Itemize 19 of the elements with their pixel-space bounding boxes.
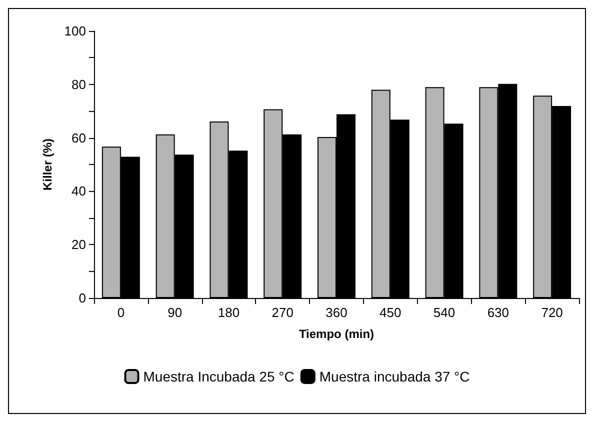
x-tick-label: 360 xyxy=(326,305,348,320)
y-tick-label: 80 xyxy=(72,76,86,92)
y-axis-title: Killer (%) xyxy=(40,138,54,191)
y-tick-label: 60 xyxy=(72,130,86,146)
y-tick-label: 40 xyxy=(72,184,86,199)
y-tick-label: 0 xyxy=(78,290,86,306)
x-tick-label: 540 xyxy=(433,305,456,320)
x-tick-label: 90 xyxy=(168,305,182,320)
x-tick-label: 180 xyxy=(218,305,240,320)
x-axis-title: Tiempo (min) xyxy=(298,327,374,341)
x-tick-label: 720 xyxy=(541,305,563,320)
legend-label: Muestra incubada 37 °C xyxy=(319,368,470,384)
x-tick-label: 270 xyxy=(272,305,294,320)
x-tick-label: 630 xyxy=(487,305,510,320)
y-tick-label: 100 xyxy=(64,24,86,38)
y-tick-label: 20 xyxy=(72,237,86,252)
legend-label: Muestra Incubada 25 °C xyxy=(143,368,294,384)
x-tick-label: 450 xyxy=(380,305,402,320)
x-tick-label: 0 xyxy=(117,305,125,320)
